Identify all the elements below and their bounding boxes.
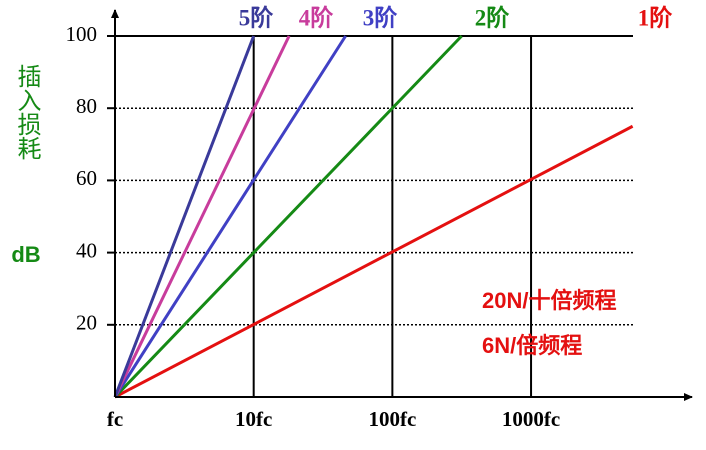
x-tick-label: fc bbox=[107, 407, 123, 431]
annotation: 20N/十倍频程 bbox=[482, 288, 616, 313]
annotation: 6N/倍频程 bbox=[482, 333, 582, 358]
y-tick-label: 80 bbox=[76, 94, 97, 118]
series-label: 1阶 bbox=[638, 4, 673, 30]
lines bbox=[113, 34, 634, 399]
y-tick-label: 100 bbox=[66, 22, 98, 46]
series-line bbox=[113, 34, 463, 399]
y-tick-label: 40 bbox=[76, 238, 97, 262]
series-line bbox=[113, 35, 256, 398]
series-line bbox=[113, 35, 347, 398]
series-line bbox=[114, 124, 634, 399]
grid bbox=[107, 35, 633, 397]
y-tick-label: 20 bbox=[76, 311, 97, 335]
x-tick-label: 10fc bbox=[235, 407, 272, 431]
series-label: 5阶 bbox=[239, 4, 274, 30]
series-line bbox=[113, 35, 291, 398]
y-label: 插入损耗 bbox=[13, 64, 41, 160]
x-tick-label: 100fc bbox=[368, 407, 416, 431]
x-tick-label: 1000fc bbox=[502, 407, 560, 431]
series-label: 3阶 bbox=[363, 4, 398, 30]
series-label: 4阶 bbox=[299, 4, 334, 30]
series-label: 2阶 bbox=[475, 4, 510, 30]
y-tick-label: 60 bbox=[76, 166, 97, 190]
y-unit: dB bbox=[11, 242, 40, 267]
